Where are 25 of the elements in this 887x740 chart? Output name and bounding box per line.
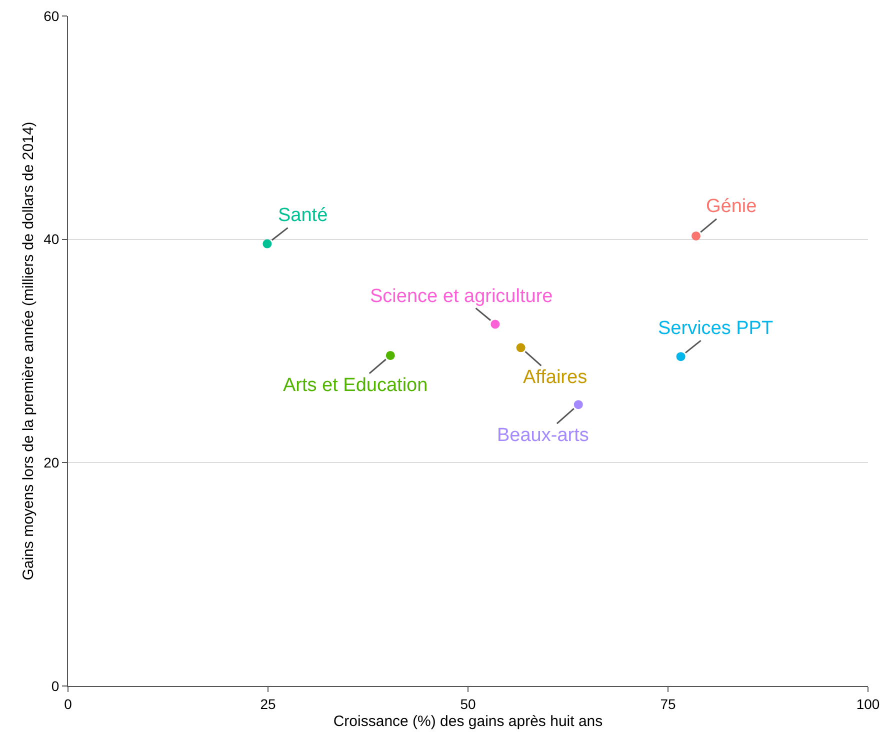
series-label: Beaux-arts [497,425,589,446]
x-tick-label: 0 [64,696,72,712]
series-label: Santé [278,205,328,226]
series-label: Services PPT [658,318,774,339]
point [386,350,395,360]
x-tick-label: 50 [460,696,476,712]
point [692,231,700,240]
point [574,400,583,410]
series-label: Arts et Education [283,375,428,396]
y-axis-title: Gains moyens lors de la première année (milliers de dollars de 2014) [20,122,37,580]
text: Science et agriculture [370,286,553,307]
point [676,352,686,362]
point [516,343,526,352]
y-tick-label: 60 [44,8,60,24]
series-label: Affaires [523,367,588,388]
point [262,239,272,248]
y-tick-label: 40 [44,231,60,248]
x-tick-label: 75 [660,696,676,712]
x-tick-label: 100 [856,696,880,712]
x-axis-title: Croissance (%) des gains après huit ans [333,712,603,730]
y-tick-label: 20 [44,454,60,471]
point [490,320,500,329]
y-tick-label: 0 [51,678,60,694]
x-tick-label: 25 [260,696,276,712]
series-label: Génie [706,196,757,217]
